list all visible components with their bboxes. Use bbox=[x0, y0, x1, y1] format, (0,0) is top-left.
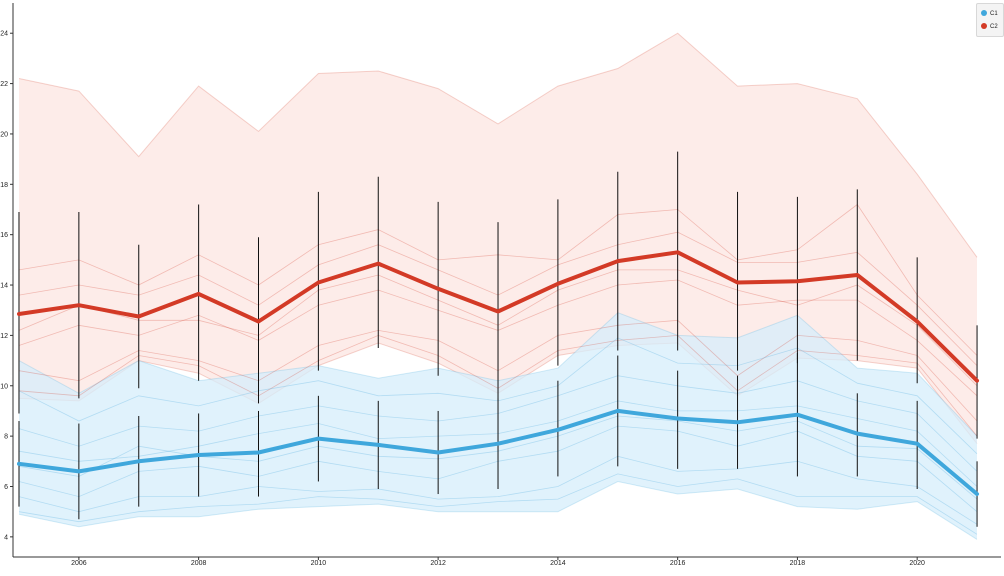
x-tick-label-2006: 2006 bbox=[71, 560, 87, 567]
y-tick-label-14: 14 bbox=[0, 283, 8, 290]
legend: C1 C2 bbox=[976, 3, 1004, 37]
y-tick-label-22: 22 bbox=[0, 81, 8, 88]
legend-label-c1: C1 bbox=[990, 11, 998, 17]
x-tick-label-2018: 2018 bbox=[790, 560, 806, 567]
legend-item-c2[interactable]: C2 bbox=[981, 22, 998, 32]
y-tick-label-4: 4 bbox=[4, 534, 8, 541]
y-tick-label-18: 18 bbox=[0, 182, 8, 189]
legend-marker-c1 bbox=[981, 10, 987, 17]
band-edge-low-c1 bbox=[18, 480, 978, 540]
x-tick-label-2016: 2016 bbox=[670, 560, 686, 567]
x-tick-label-2012: 2012 bbox=[430, 560, 446, 567]
y-tick-label-16: 16 bbox=[0, 232, 8, 239]
plot-area: 4 6 8 10 12 14 16 18 20 22 24 2006 2008 2010 2012 2014 2… bbox=[0, 3, 1001, 567]
x-tick-label-2010: 2010 bbox=[311, 560, 327, 567]
legend-item-c1[interactable]: C1 bbox=[981, 9, 998, 19]
legend-marker-c2 bbox=[981, 23, 987, 30]
y-tick-label-8: 8 bbox=[4, 434, 8, 441]
y-tick-label-12: 12 bbox=[0, 333, 8, 340]
member-line-c1-1 bbox=[18, 455, 978, 525]
legend-label-c2: C2 bbox=[990, 24, 998, 30]
y-tick-label-20: 20 bbox=[0, 131, 8, 138]
y-tick-label-6: 6 bbox=[4, 484, 8, 491]
x-tick-label-2020: 2020 bbox=[909, 560, 925, 567]
y-tick-label-24: 24 bbox=[0, 31, 8, 38]
mean-line-c2 bbox=[17, 250, 979, 383]
mean-line-c1 bbox=[17, 408, 979, 496]
y-tick-label-10: 10 bbox=[0, 383, 8, 390]
x-tick-label-2008: 2008 bbox=[191, 560, 207, 567]
member-line-c1-6 bbox=[18, 473, 978, 535]
x-tick-label-2014: 2014 bbox=[550, 560, 566, 567]
band-edge-high-c2 bbox=[18, 32, 978, 258]
